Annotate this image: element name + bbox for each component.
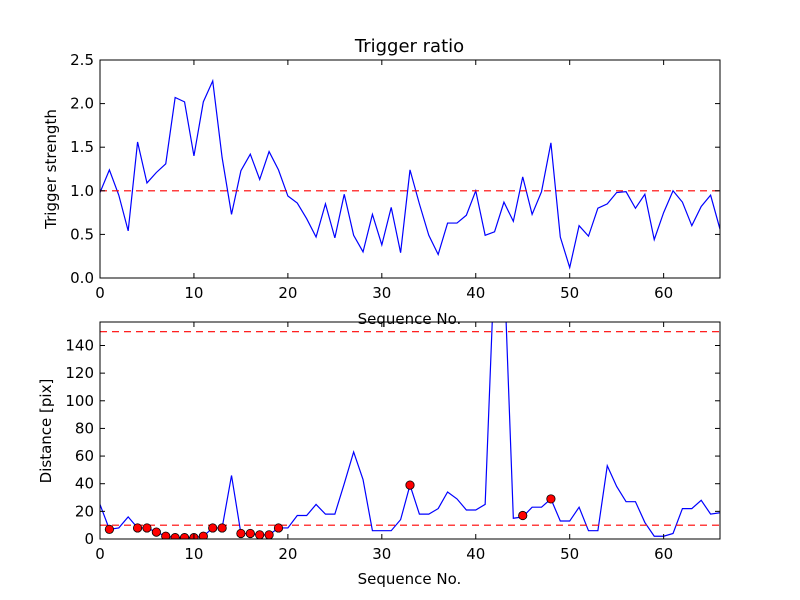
data-point-marker (198, 531, 208, 539)
trigger-ratio-panel: Trigger ratio Sequence No. Trigger stren… (42, 36, 721, 328)
data-point-marker (273, 523, 284, 533)
data-point-marker (208, 523, 218, 533)
x-tick-label: 60 (654, 284, 673, 302)
x-tick-label: 40 (466, 545, 485, 563)
x-tick-label: 0 (95, 545, 105, 563)
data-point-marker (170, 533, 180, 539)
data-point-marker (142, 523, 152, 533)
x-tick-label: 30 (372, 545, 391, 563)
y-tick-label: 100 (65, 392, 94, 410)
x-tick-label: 0 (95, 284, 105, 302)
data-point-marker (217, 523, 227, 533)
plot-data (100, 322, 720, 539)
data-point-marker (518, 510, 528, 521)
y-tick-label: 1.0 (70, 182, 94, 200)
y-axis-label: Trigger strength (42, 109, 60, 230)
x-tick-label: 50 (560, 284, 579, 302)
y-tick-label: 1.5 (70, 138, 94, 156)
x-tick-label: 30 (372, 284, 391, 302)
y-tick-label: 40 (75, 475, 94, 493)
x-tick-label: 20 (278, 284, 297, 302)
data-point-marker (132, 523, 143, 533)
data-point-marker (255, 530, 265, 539)
x-tick-label: 40 (466, 284, 485, 302)
data-point-marker (236, 528, 246, 539)
x-tick-label: 10 (184, 284, 203, 302)
x-tick-label: 10 (184, 545, 203, 563)
plot-data (100, 78, 720, 270)
data-point-marker (546, 494, 556, 504)
x-tick-label: 60 (654, 545, 673, 563)
y-tick-label: 2.5 (70, 51, 94, 69)
data-point-marker (104, 524, 114, 534)
series-line (100, 78, 720, 270)
chart-title: Trigger ratio (354, 36, 464, 57)
y-tick-label: 120 (65, 364, 94, 382)
x-tick-label: 20 (278, 545, 297, 563)
y-tick-label: 0.5 (70, 225, 94, 243)
y-tick-label: 0.0 (70, 269, 94, 287)
x-axis-label: Sequence No. (358, 570, 462, 588)
y-axis-label: Distance [pix] (37, 379, 55, 484)
data-point-marker (151, 527, 161, 537)
y-tick-label: 140 (65, 336, 94, 354)
x-axis-label: Sequence No. (358, 310, 462, 328)
axes-frame (99, 59, 721, 279)
data-point-marker (405, 480, 415, 490)
y-tick-label: 0 (84, 530, 94, 548)
y-tick-label: 80 (75, 419, 94, 437)
data-point-marker (264, 530, 274, 539)
y-tick-label: 2.0 (70, 95, 94, 113)
x-tick-label: 50 (560, 545, 579, 563)
data-point-marker (245, 528, 255, 539)
y-tick-label: 60 (75, 447, 94, 465)
distance-panel: Sequence No. Distance [pix] 0 10 20 30 40 50 6… (37, 321, 721, 588)
axes-frame (99, 321, 721, 540)
data-point-marker (179, 533, 190, 539)
data-point-marker (161, 531, 171, 539)
y-tick-label: 20 (75, 502, 94, 520)
